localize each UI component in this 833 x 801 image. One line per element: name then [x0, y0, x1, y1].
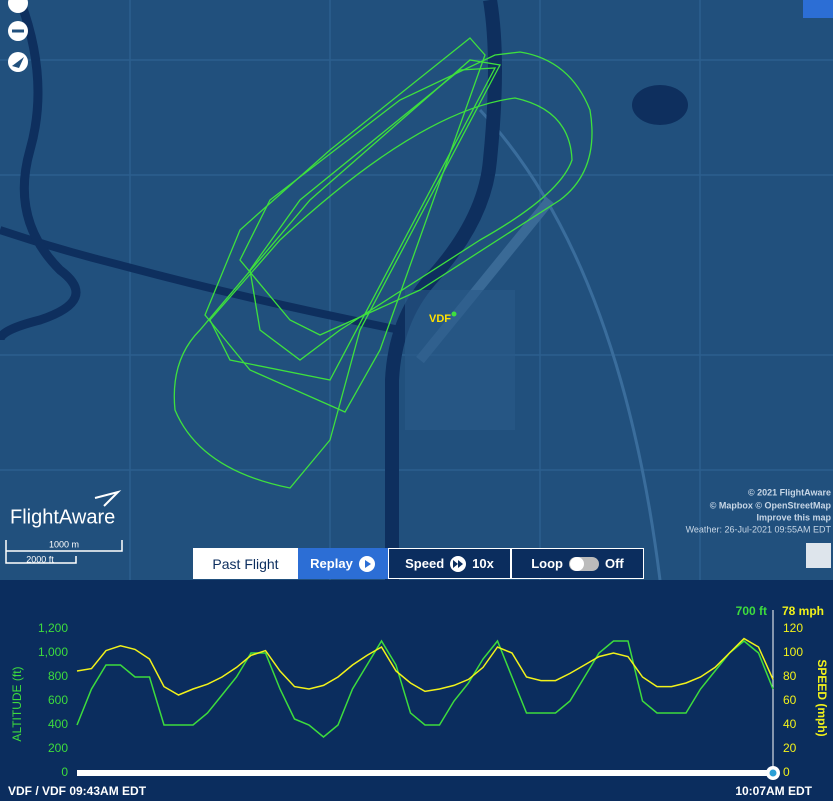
- current-speed: 78 mph: [782, 604, 824, 618]
- layers-button[interactable]: [803, 0, 833, 18]
- y2-tick-label: 20: [783, 741, 797, 755]
- y-tick-label: 400: [48, 717, 68, 731]
- y-tick-label: 200: [48, 741, 68, 755]
- series-line: [76, 637, 774, 696]
- timeline-handle-dot: [769, 769, 777, 777]
- speed-label: Speed: [405, 556, 445, 571]
- replay-label: Replay: [310, 556, 353, 571]
- end-label: 10:07AM EDT: [735, 784, 812, 798]
- scale-imperial: 2000 ft: [26, 554, 54, 564]
- toggle: [568, 556, 599, 571]
- chart: 0 200 400 600 800 1,000 1,200 0 20 40 60 80 100 120 AL…: [0, 580, 833, 801]
- attribution: Weather: 26-Jul-2021 09:55AM EDT: [686, 524, 832, 534]
- y2-tick-label: 100: [783, 645, 803, 659]
- speed-value: 10x: [472, 556, 494, 571]
- y2-tick-label: 0: [783, 765, 790, 779]
- y-axis-label: ALTITUDE (ft): [10, 666, 24, 741]
- speed-control[interactable]: Speed 10x: [388, 548, 511, 579]
- loop-control[interactable]: Loop Off: [511, 548, 644, 579]
- start-label: VDF / VDF 09:43AM EDT: [8, 784, 147, 798]
- logo: FlightAware: [10, 506, 115, 528]
- map[interactable]: VDF FlightAware 1000 m 2000 ft © 2021 Fl…: [0, 0, 833, 580]
- attribution: © Mapbox © OpenStreetMap: [710, 500, 832, 510]
- series-line: [76, 639, 774, 738]
- timeline-track: [77, 770, 773, 776]
- ff-icon: [450, 555, 467, 572]
- y2-tick-label: 120: [783, 621, 803, 635]
- y2-tick-label: 40: [783, 717, 797, 731]
- y-tick-label: 0: [61, 765, 68, 779]
- zoom-controls[interactable]: [8, 0, 28, 72]
- attribution: © 2021 FlightAware: [748, 487, 831, 497]
- y-tick-label: 600: [48, 693, 68, 707]
- attribution-link[interactable]: Improve this map: [756, 512, 831, 522]
- y2-tick-label: 60: [783, 693, 797, 707]
- current-altitude: 700 ft: [736, 604, 767, 618]
- play-icon: [358, 555, 375, 572]
- y-tick-label: 1,000: [38, 645, 68, 659]
- loop-label: Loop: [531, 556, 563, 571]
- y2-axis-label: SPEED (mph): [815, 659, 829, 736]
- airport-label: VDF: [429, 313, 451, 325]
- fullscreen-button[interactable]: [806, 543, 831, 568]
- y-tick-label: 800: [48, 669, 68, 683]
- scale-metric: 1000 m: [49, 539, 79, 549]
- loop-value: Off: [604, 556, 624, 571]
- past-flight-tab[interactable]: Past Flight: [193, 548, 298, 579]
- y2-tick-label: 80: [783, 669, 797, 683]
- replay-button[interactable]: Replay: [298, 548, 388, 579]
- y-tick-label: 1,200: [38, 621, 68, 635]
